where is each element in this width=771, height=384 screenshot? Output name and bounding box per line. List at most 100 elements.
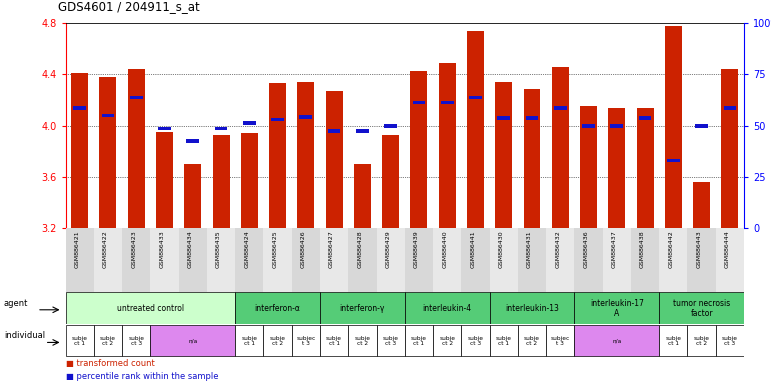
Text: GSM886426: GSM886426 <box>301 230 306 268</box>
Bar <box>122 325 150 356</box>
Bar <box>439 63 456 228</box>
Bar <box>235 228 264 292</box>
Bar <box>354 164 371 228</box>
Text: GSM886435: GSM886435 <box>216 230 221 268</box>
Bar <box>94 325 122 356</box>
Bar <box>235 293 320 324</box>
Text: subje
ct 2: subje ct 2 <box>100 336 116 346</box>
Bar <box>688 228 715 292</box>
Bar <box>382 135 399 228</box>
Text: subje
ct 3: subje ct 3 <box>382 336 399 346</box>
Bar <box>376 228 405 292</box>
Bar <box>722 69 739 228</box>
Text: subje
ct 1: subje ct 1 <box>72 336 88 346</box>
Bar <box>715 325 744 356</box>
Bar <box>410 71 427 228</box>
Bar <box>723 106 736 109</box>
Bar <box>73 106 86 109</box>
Bar <box>291 325 320 356</box>
Text: subje
ct 2: subje ct 2 <box>270 336 285 346</box>
Bar <box>187 139 199 143</box>
Bar <box>184 164 201 228</box>
Text: GSM886440: GSM886440 <box>443 230 447 268</box>
Text: subje
ct 3: subje ct 3 <box>467 336 483 346</box>
Bar <box>405 293 490 324</box>
Text: tumor necrosis
factor: tumor necrosis factor <box>673 299 730 318</box>
Bar <box>128 69 145 228</box>
Text: GSM886421: GSM886421 <box>75 230 79 268</box>
Text: GSM886443: GSM886443 <box>697 230 702 268</box>
Bar <box>299 115 312 119</box>
Text: ■ transformed count: ■ transformed count <box>66 359 154 368</box>
Bar <box>667 159 680 162</box>
Text: GSM886432: GSM886432 <box>555 230 561 268</box>
Bar <box>298 82 315 228</box>
Bar <box>320 325 348 356</box>
Bar <box>461 325 490 356</box>
Text: subjec
t 3: subjec t 3 <box>296 336 315 346</box>
Bar <box>376 325 405 356</box>
Text: interferon-γ: interferon-γ <box>340 304 385 313</box>
Text: GSM886444: GSM886444 <box>725 230 730 268</box>
Bar <box>66 293 235 324</box>
Bar <box>320 228 348 292</box>
Text: subje
ct 1: subje ct 1 <box>665 336 682 346</box>
Text: GDS4601 / 204911_s_at: GDS4601 / 204911_s_at <box>58 0 200 13</box>
Bar <box>207 228 235 292</box>
Bar <box>665 26 682 228</box>
Bar <box>412 101 426 104</box>
Text: interleukin-13: interleukin-13 <box>505 304 559 313</box>
Bar <box>150 325 235 356</box>
Text: GSM886437: GSM886437 <box>612 230 617 268</box>
Bar <box>518 228 546 292</box>
Text: GSM886438: GSM886438 <box>640 230 645 268</box>
Bar <box>469 96 482 99</box>
Text: GSM886423: GSM886423 <box>131 230 136 268</box>
Bar <box>356 129 369 133</box>
Bar <box>497 116 510 120</box>
Text: subje
ct 3: subje ct 3 <box>128 336 144 346</box>
Text: GSM886427: GSM886427 <box>329 230 334 268</box>
Text: subjec
t 3: subjec t 3 <box>550 336 570 346</box>
Text: n/a: n/a <box>188 338 197 343</box>
Bar <box>130 96 143 99</box>
Text: GSM886439: GSM886439 <box>414 230 419 268</box>
Bar <box>348 325 376 356</box>
Bar <box>603 228 631 292</box>
Bar <box>574 325 659 356</box>
Bar <box>264 228 291 292</box>
Text: subje
ct 2: subje ct 2 <box>439 336 455 346</box>
Text: subje
ct 2: subje ct 2 <box>355 336 370 346</box>
Bar <box>659 228 688 292</box>
Bar <box>659 293 744 324</box>
Bar <box>158 127 171 130</box>
Bar <box>325 91 342 228</box>
Bar <box>546 228 574 292</box>
Bar <box>433 325 461 356</box>
Text: GSM886428: GSM886428 <box>358 230 362 268</box>
Text: subje
ct 1: subje ct 1 <box>241 336 258 346</box>
Bar <box>582 124 595 127</box>
Text: subje
ct 2: subje ct 2 <box>524 336 540 346</box>
Bar <box>99 77 116 228</box>
Text: subje
ct 1: subje ct 1 <box>411 336 427 346</box>
Text: GSM886429: GSM886429 <box>386 230 391 268</box>
Bar <box>524 89 540 228</box>
Bar <box>405 228 433 292</box>
Text: untreated control: untreated control <box>116 304 184 313</box>
Text: interleukin-4: interleukin-4 <box>423 304 472 313</box>
Bar <box>495 82 512 228</box>
Text: ■ percentile rank within the sample: ■ percentile rank within the sample <box>66 372 218 381</box>
Bar <box>66 325 94 356</box>
Text: GSM886431: GSM886431 <box>527 230 532 268</box>
Text: GSM886425: GSM886425 <box>273 230 278 268</box>
Text: GSM886430: GSM886430 <box>499 230 503 268</box>
Text: GSM886441: GSM886441 <box>470 230 476 268</box>
Bar <box>631 228 659 292</box>
Bar <box>574 293 659 324</box>
Bar <box>102 114 114 117</box>
Text: n/a: n/a <box>612 338 621 343</box>
Text: subje
ct 3: subje ct 3 <box>722 336 738 346</box>
Bar <box>122 228 150 292</box>
Text: GSM886434: GSM886434 <box>188 230 193 268</box>
